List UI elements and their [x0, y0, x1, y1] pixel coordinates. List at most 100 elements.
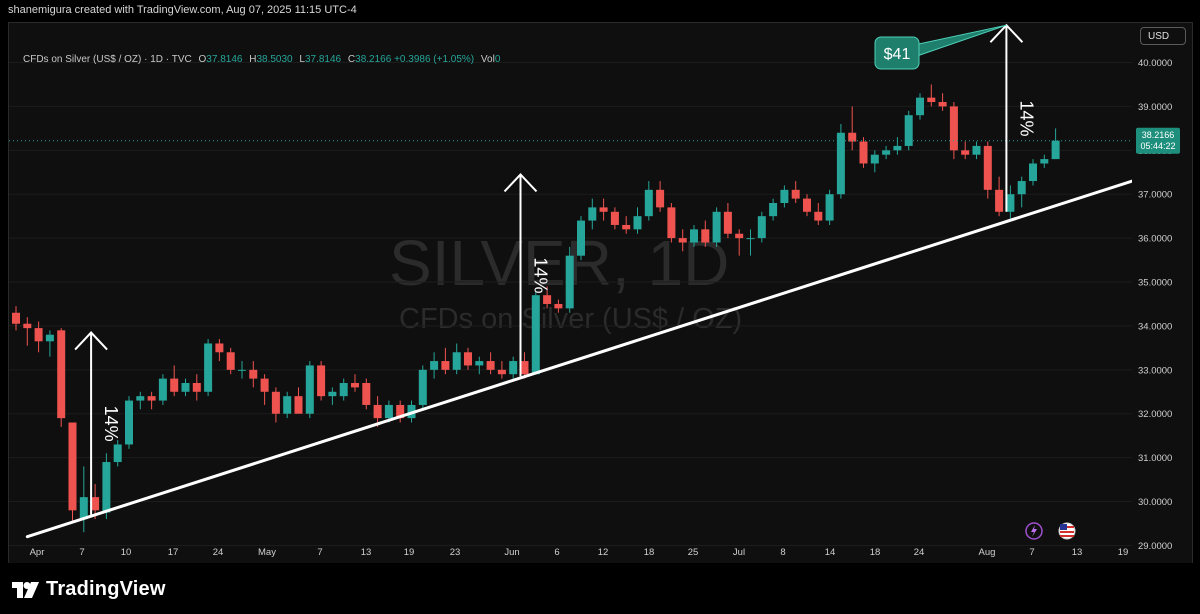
arrow-annotation[interactable]: 14%	[989, 23, 1036, 212]
candle[interactable]	[45, 330, 54, 357]
candle[interactable]	[543, 286, 552, 309]
price-axis[interactable]: 29.0000 30.0000 31.0000 32.0000 33.0000 34.00…	[1132, 22, 1193, 563]
candle[interactable]	[678, 229, 687, 252]
candle[interactable]	[181, 378, 190, 397]
candle[interactable]	[656, 181, 665, 212]
candle[interactable]	[972, 141, 981, 160]
candle[interactable]	[1017, 176, 1026, 208]
candle[interactable]	[475, 356, 484, 375]
candle[interactable]	[791, 181, 800, 203]
price-callout[interactable]: $41	[874, 24, 1007, 70]
candle[interactable]	[769, 198, 778, 221]
candle[interactable]	[441, 347, 450, 375]
candle[interactable]	[610, 207, 619, 230]
candle[interactable]	[1040, 154, 1049, 168]
candle[interactable]	[430, 352, 439, 379]
candle[interactable]	[396, 400, 405, 423]
candle[interactable]	[68, 422, 77, 522]
candle[interactable]	[599, 198, 608, 221]
candle[interactable]	[113, 440, 122, 467]
candle[interactable]	[983, 141, 992, 199]
candle[interactable]	[690, 224, 698, 247]
arrow-annotation[interactable]: 14%	[503, 173, 551, 377]
candle[interactable]	[1051, 128, 1060, 160]
candle[interactable]	[226, 347, 235, 375]
candle[interactable]	[870, 150, 879, 173]
candle[interactable]	[147, 391, 156, 410]
candle[interactable]	[317, 361, 326, 401]
candle[interactable]	[938, 93, 947, 111]
candle[interactable]	[238, 361, 246, 379]
candle[interactable]	[452, 343, 461, 375]
candle[interactable]	[158, 374, 167, 405]
candle[interactable]	[531, 290, 540, 375]
candle[interactable]	[12, 306, 20, 331]
candle[interactable]	[339, 378, 348, 401]
candle[interactable]	[916, 93, 924, 120]
candle[interactable]	[995, 176, 1004, 217]
candle[interactable]	[1029, 159, 1037, 186]
candle[interactable]	[882, 145, 891, 160]
candle[interactable]	[904, 110, 913, 151]
candle[interactable]	[893, 137, 902, 155]
candle[interactable]	[735, 229, 744, 256]
candle[interactable]	[418, 365, 427, 410]
candle[interactable]	[803, 194, 811, 217]
trend-line[interactable]	[25, 164, 1182, 539]
currency-selector[interactable]: USD	[1140, 27, 1186, 45]
tradingview-logo[interactable]: TradingView	[12, 578, 166, 601]
candle[interactable]	[520, 352, 529, 379]
candle[interactable]	[373, 396, 382, 427]
candle[interactable]	[136, 391, 145, 410]
candle[interactable]	[34, 321, 43, 353]
candle[interactable]	[859, 137, 868, 168]
candle[interactable]	[723, 203, 732, 239]
candle[interactable]	[554, 299, 563, 313]
candle[interactable]	[91, 483, 100, 520]
candle[interactable]	[927, 84, 936, 107]
candle[interactable]	[271, 387, 280, 423]
candle[interactable]	[294, 387, 303, 414]
candle[interactable]	[204, 339, 213, 397]
candle[interactable]	[362, 378, 371, 410]
arrow-annotation[interactable]: 14%	[74, 331, 121, 515]
candle[interactable]	[283, 391, 292, 419]
candle[interactable]	[825, 189, 834, 225]
candle[interactable]	[497, 361, 506, 379]
candle[interactable]	[125, 396, 133, 449]
candle[interactable]	[79, 466, 88, 533]
candle[interactable]	[757, 211, 766, 243]
flash-icon[interactable]	[1025, 522, 1043, 540]
candle[interactable]	[215, 339, 224, 362]
candle[interactable]	[622, 216, 631, 234]
candle[interactable]	[836, 123, 845, 199]
candle[interactable]	[712, 207, 721, 247]
candle[interactable]	[170, 365, 179, 397]
candle[interactable]	[746, 229, 755, 256]
candle[interactable]	[486, 352, 495, 375]
candle[interactable]	[577, 216, 585, 261]
candle[interactable]	[588, 198, 597, 230]
chart-plot-area[interactable]: SILVER, 1D CFDs on Silver (US$ / OZ) 14%…	[8, 22, 1182, 563]
candle[interactable]	[949, 102, 958, 160]
candle[interactable]	[633, 207, 642, 234]
candle[interactable]	[464, 347, 472, 370]
candle[interactable]	[249, 361, 258, 388]
candle[interactable]	[23, 317, 32, 346]
candle[interactable]	[701, 220, 710, 247]
candle[interactable]	[192, 374, 201, 401]
candle[interactable]	[509, 356, 518, 379]
candlestick-chart[interactable]: SILVER, 1D CFDs on Silver (US$ / OZ) 14%…	[9, 23, 1182, 563]
candle[interactable]	[644, 181, 653, 221]
candle[interactable]	[260, 374, 269, 405]
candle[interactable]	[848, 106, 857, 151]
candle[interactable]	[780, 185, 789, 208]
candle[interactable]	[57, 328, 66, 427]
candle[interactable]	[565, 246, 574, 313]
candle[interactable]	[1006, 185, 1015, 221]
candle[interactable]	[814, 203, 823, 225]
candle[interactable]	[961, 141, 970, 160]
candle[interactable]	[305, 361, 314, 419]
candle[interactable]	[102, 453, 111, 520]
candle[interactable]	[351, 374, 359, 392]
